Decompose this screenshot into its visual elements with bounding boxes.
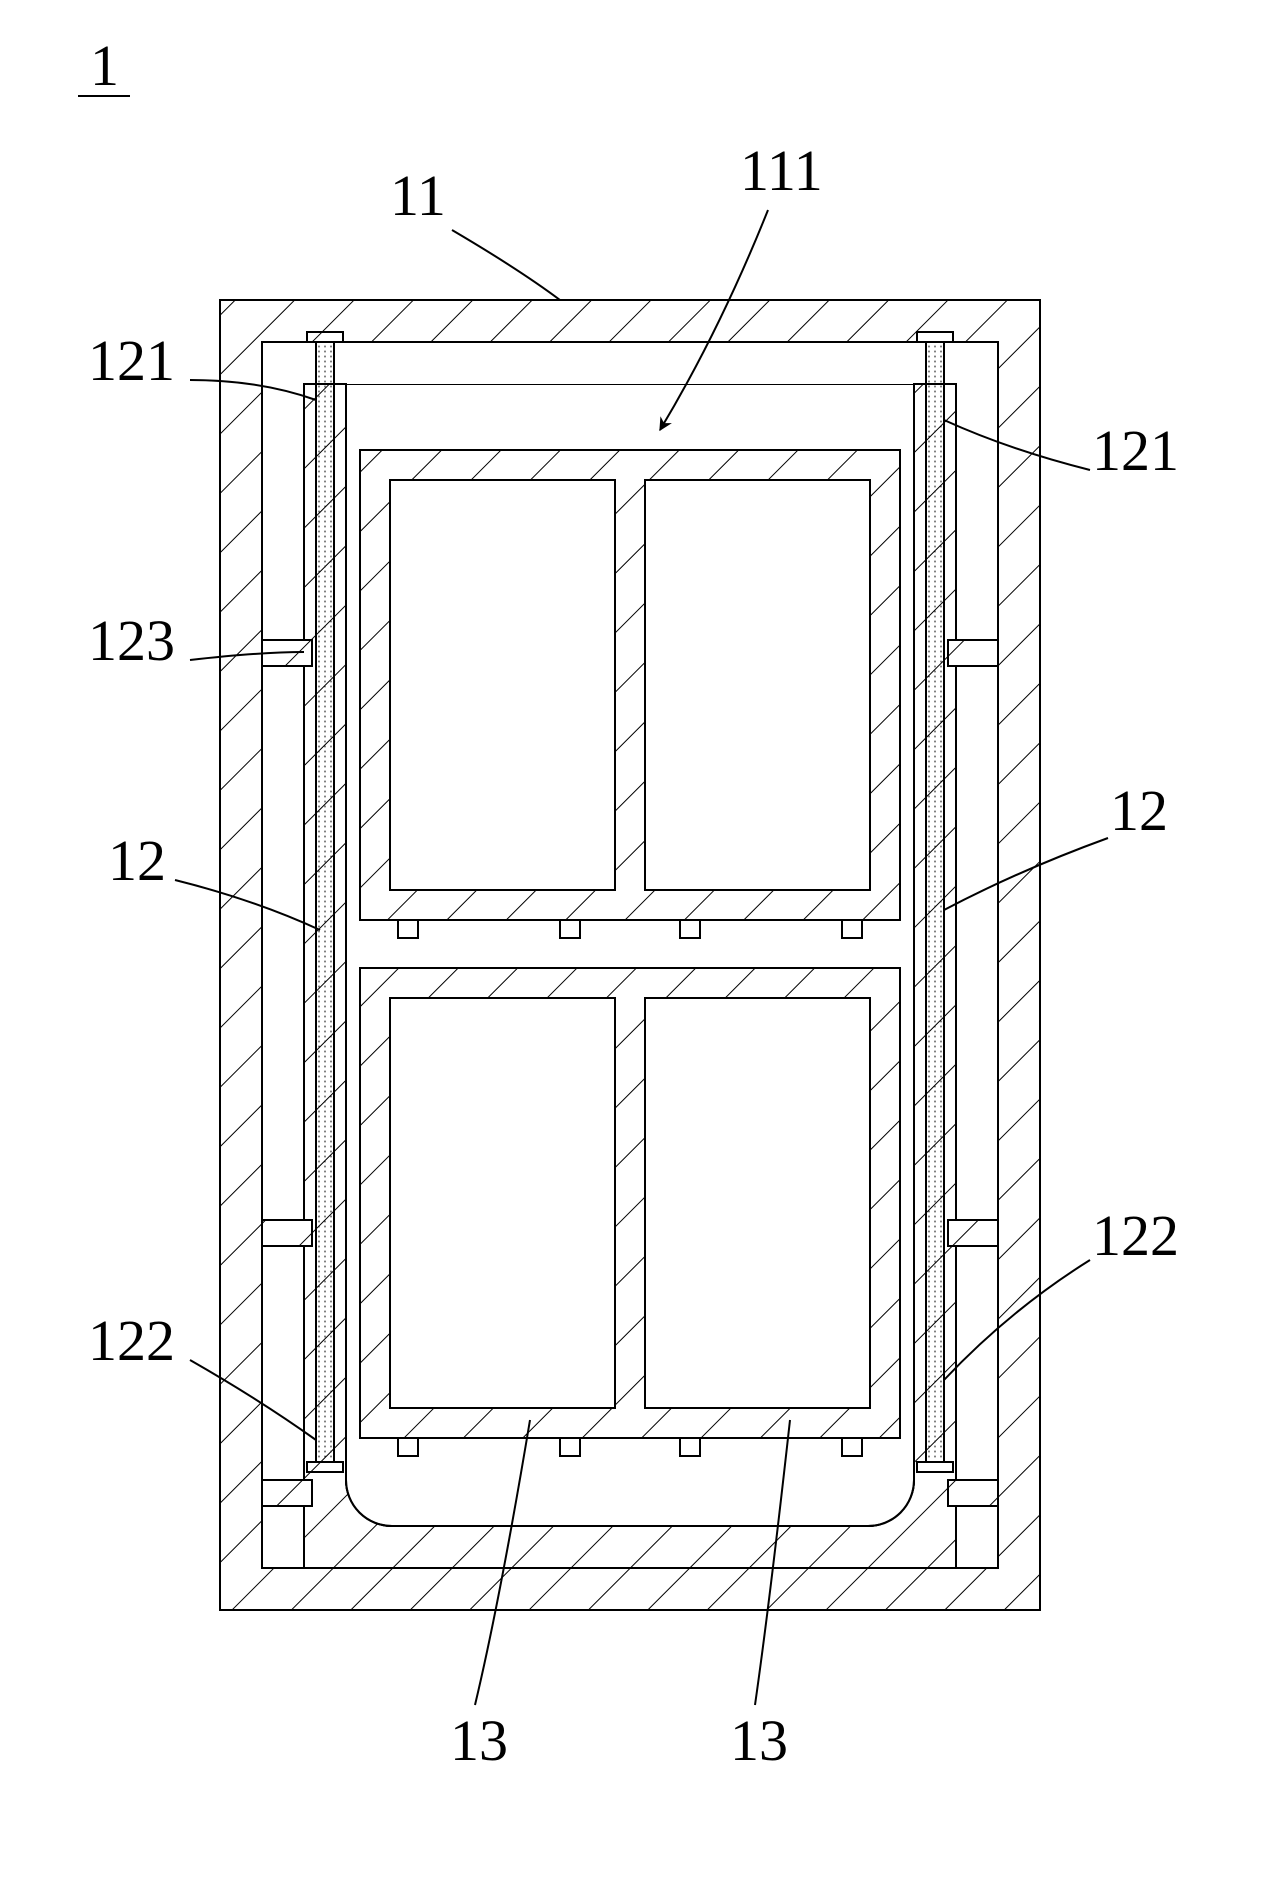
rail-support-tab [262,1480,312,1506]
rail-support-tab [948,1480,998,1506]
label-122: 122 [1092,1203,1179,1268]
leader-11 [452,230,560,300]
label-111: 111 [740,138,823,203]
label-12: 12 [108,828,166,893]
gap-left [262,342,304,1568]
label-1: 1 [90,33,119,98]
label-123: 123 [88,608,175,673]
label-13: 13 [730,1708,788,1773]
rail-support-tab [262,1220,312,1246]
gap-right [956,342,998,1568]
label-121: 121 [1092,418,1179,483]
label-11: 11 [390,163,446,228]
gap-top [304,342,956,384]
rail-support-tab [948,640,998,666]
label-122: 122 [88,1308,175,1373]
label-13: 13 [450,1708,508,1773]
label-121: 121 [88,328,175,393]
rail-support-tab [948,1220,998,1246]
label-12: 12 [1110,778,1168,843]
